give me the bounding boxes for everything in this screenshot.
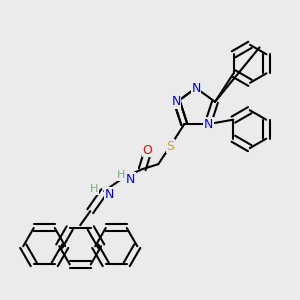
Text: N: N bbox=[105, 188, 114, 201]
Text: N: N bbox=[126, 173, 135, 186]
Text: H: H bbox=[90, 184, 98, 194]
Text: O: O bbox=[142, 144, 152, 157]
Text: N: N bbox=[204, 118, 213, 131]
Text: H: H bbox=[117, 170, 125, 180]
Text: N: N bbox=[191, 82, 201, 94]
Text: S: S bbox=[166, 140, 174, 153]
Text: N: N bbox=[171, 95, 181, 108]
